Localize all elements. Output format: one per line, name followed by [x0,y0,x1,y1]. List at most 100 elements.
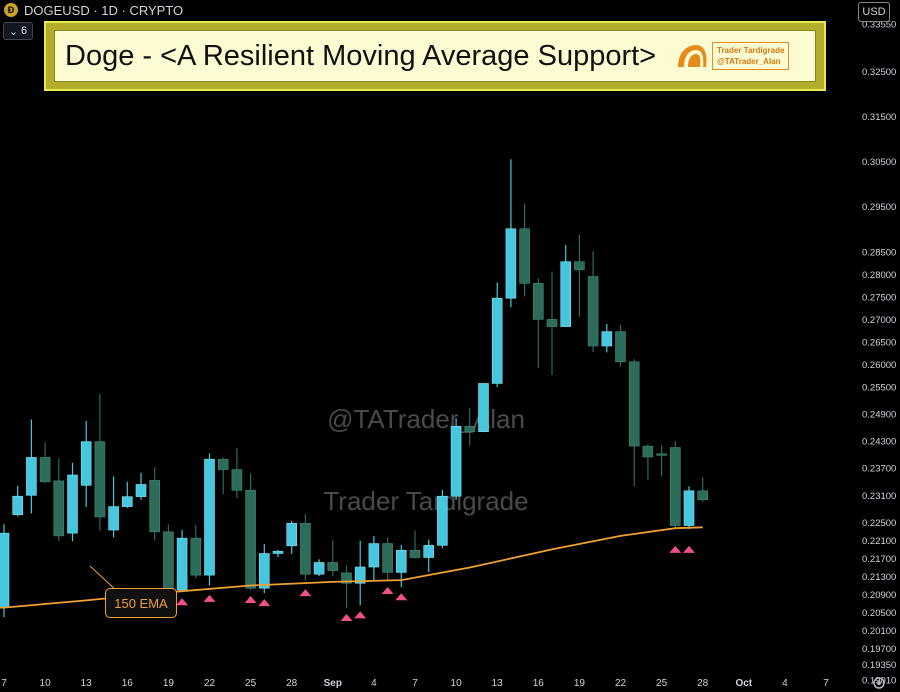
candle-body [190,537,202,576]
candle-body [505,228,517,299]
price-tick-label: 0.19010 [862,675,896,686]
price-tick-label: 0.30500 [862,157,896,168]
candle-body [437,495,448,546]
ema-150-line [0,526,703,609]
brand-logo: Trader Tardigrade @TATrader_Alan [674,37,809,75]
candle-body [615,331,626,363]
candle [245,473,256,591]
candle-body [491,297,503,384]
price-tick-label: 0.27500 [862,292,896,303]
chevron-down-icon: ⌄ [8,25,19,38]
candle [532,278,544,369]
candle [587,251,599,352]
candle [354,540,366,606]
watermark-handle: @TATrader_Alan [327,404,525,434]
time-tick-label: 22 [204,678,216,689]
candle-body [12,495,23,515]
ema-layer [0,526,703,609]
candle [505,159,517,308]
candle-body [546,319,558,327]
candle [176,530,188,593]
candle-body [149,480,160,533]
price-tick-label: 0.32500 [862,67,896,78]
candle [409,530,421,559]
price-tick-label: 0.31500 [862,112,896,123]
candle [163,524,174,596]
candle [450,418,462,500]
candles-layer [0,159,709,618]
candle-body [286,522,298,547]
support-marker [395,593,408,601]
candle [286,521,298,554]
price-tick-label: 0.26000 [862,360,896,371]
time-tick-label: 16 [122,678,134,689]
candle [108,476,119,538]
candle-body [0,532,10,608]
candle [601,323,613,353]
time-tick-label: Oct [735,678,752,689]
candle-body [574,261,585,271]
time-tick-label: 28 [697,678,709,689]
title-banner-inner: Doge - <A Resilient Moving Average Suppo… [54,30,816,82]
support-marker [258,599,271,607]
symbol-header[interactable]: Ð DOGEUSD · 1D · CRYPTO [0,0,183,20]
candle [382,537,393,581]
candle [94,393,106,531]
price-tick-label: 0.19350 [862,660,896,671]
tardigrade-logo-icon [678,45,707,67]
indicators-toggle-button[interactable]: ⌄ 6 [3,22,33,40]
chart-title: Doge - <A Resilient Moving Average Suppo… [65,39,657,72]
candle [300,514,311,581]
candle [683,486,695,530]
candle-body [683,490,695,526]
price-axis[interactable]: 0.33550 0.32500 0.31500 0.30500 0.29500 0.285… [862,20,896,687]
price-tick-label: 0.22100 [862,536,896,547]
candle-body [300,522,311,575]
candle-body [478,383,489,433]
candle [491,282,503,388]
ema-callout-line [89,565,119,593]
price-tick-label: 0.33550 [862,20,896,31]
support-marker [299,589,312,597]
support-marker [354,611,367,619]
gear-icon[interactable] [872,676,886,690]
candle [190,525,202,579]
time-tick-label: 19 [574,678,586,689]
logo-line-1: Trader Tardigrade [717,46,785,55]
candle-body [464,425,476,433]
logo-text: Trader Tardigrade @TATrader_Alan [712,42,790,70]
time-tick-label: 25 [245,678,257,689]
candle [80,420,92,508]
price-tick-label: 0.23100 [862,491,896,502]
candle [67,462,78,542]
candle-body [39,457,51,483]
candle [272,549,284,558]
candle [149,467,160,541]
candle-body [423,545,435,558]
time-tick-label: Sep [324,678,342,689]
time-tick-label: 7 [823,678,829,689]
time-tick-label: 13 [81,678,93,689]
candle-body [354,566,366,584]
time-axis[interactable]: 7 10 13 16 19 22 25 28 Sep 4 7 10 13 16 19 22 25 28 Oct 4 7 [1,678,829,689]
candle-body [697,490,709,501]
candle [437,489,448,549]
price-tick-label: 0.28000 [862,270,896,281]
candle-body [532,283,544,320]
candle-body [327,562,339,571]
candle-body [204,458,215,576]
time-tick-label: 10 [40,678,52,689]
candle [341,565,352,609]
candle-body [587,276,599,347]
currency-selector[interactable]: USD [858,2,890,22]
candle-body [176,537,188,591]
support-marker [669,545,682,553]
price-tick-label: 0.21300 [862,572,896,583]
candle-body [669,447,681,526]
candle-body [67,474,78,534]
candle-body [409,550,421,558]
candle [669,441,681,529]
candle-body [53,480,65,537]
candle [615,324,626,367]
candle [546,271,558,375]
